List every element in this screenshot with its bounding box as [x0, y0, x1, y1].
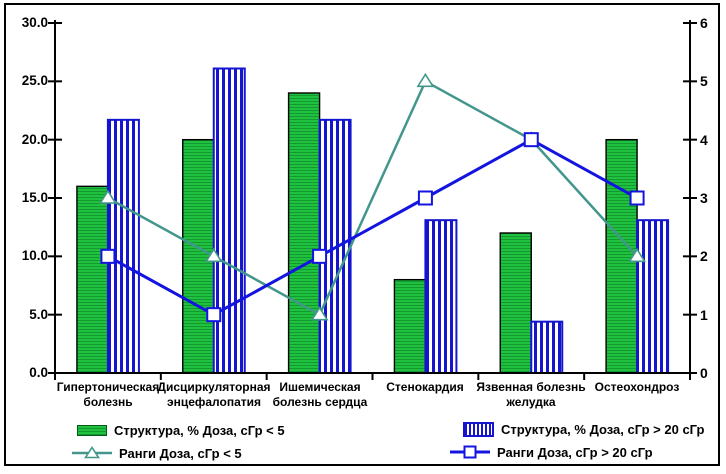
bar-green-3: [393, 278, 427, 374]
legend-item-line-high-dose: Ранги Доза, сГр > 20 сГр: [450, 444, 653, 460]
square-marker-2: [312, 248, 328, 264]
legend-label: Структура, % Доза, сГр > 20 сГр: [501, 421, 705, 437]
legend-label: Ранги Доза, сГр < 5: [119, 445, 242, 461]
bar-green-2: [287, 92, 321, 374]
legend-item-bar-high-dose: Структура, % Доза, сГр > 20 сГр: [463, 421, 705, 437]
bar-blue-striped-3: [424, 219, 458, 374]
triangle-marker-3: [416, 72, 435, 88]
square-marker-0: [100, 248, 116, 264]
y-axis-left-tick-label: 10.0: [21, 248, 48, 263]
x-axis-category-label: Стенокардия: [386, 380, 464, 394]
x-axis-category-label: Ишемическая болезнь сердца: [272, 380, 368, 409]
bars-layer: [76, 67, 670, 375]
line-ranks-low-dose: [107, 79, 639, 317]
triangle-marker-2: [310, 306, 329, 321]
legend-label: Ранги Доза, сГр > 20 сГр: [497, 444, 653, 460]
y-axis-right-tick-label: 3: [700, 190, 708, 206]
y-axis-right-tick-label: 0: [700, 365, 708, 381]
blue-striped-bar-swatch-icon: [463, 421, 494, 437]
triangle-marker-5: [628, 247, 647, 263]
triangle-marker-0: [98, 189, 117, 204]
y-axis-left-tick-label: 30.0: [21, 15, 48, 30]
y-axis-left-tick-label: 5.0: [29, 307, 48, 322]
line-ranks-high-dose: [107, 137, 638, 317]
y-axis-right-tick-label: 6: [700, 15, 708, 31]
teal-line-triangle-swatch-icon: [72, 446, 112, 459]
bar-green-4: [499, 232, 532, 374]
y-axis-right-tick-label: 5: [700, 73, 708, 89]
bar-blue-striped-1: [212, 67, 246, 374]
y-axis-right-tick-label: 1: [700, 307, 708, 323]
y-axis-left-tick-label: 0.0: [29, 365, 48, 380]
y-axis-left-tick-label: 25.0: [21, 73, 48, 88]
bar-blue-striped-4: [530, 320, 564, 374]
x-axis-category-label: Язвенная болезнь желудка: [476, 380, 586, 409]
bar-blue-striped-0: [106, 118, 140, 375]
x-axis-category-label: Дисциркуляторная энцефалопатия: [157, 380, 271, 409]
square-marker-1: [206, 307, 222, 323]
bar-blue-striped-5: [636, 219, 670, 374]
y-axis-right-tick-label: 2: [700, 248, 708, 264]
y-axis-right-tick-label: 4: [700, 132, 708, 148]
square-marker-3: [417, 190, 433, 206]
y-axis-left-tick-label: 15.0: [21, 190, 48, 205]
blue-line-square-swatch-icon: [450, 445, 490, 459]
x-axis-category-label: Остеохондроз: [594, 380, 680, 394]
green-bar-swatch-icon: [77, 424, 107, 436]
legend-label: Структура, % Доза, сГр < 5: [114, 422, 285, 438]
lines-layer: [98, 72, 647, 323]
x-axis-category-label: Гипертоническая болезнь: [56, 380, 160, 409]
square-marker-5: [629, 190, 645, 206]
bar-green-0: [76, 185, 109, 374]
legend-item-line-low-dose: Ранги Доза, сГр < 5: [72, 445, 242, 461]
axes-layer: [48, 20, 697, 380]
square-marker-4: [523, 132, 539, 148]
triangle-marker-1: [204, 247, 223, 263]
y-axis-left-tick-label: 20.0: [21, 132, 48, 147]
legend-item-bar-low-dose: Структура, % Доза, сГр < 5: [77, 422, 285, 438]
